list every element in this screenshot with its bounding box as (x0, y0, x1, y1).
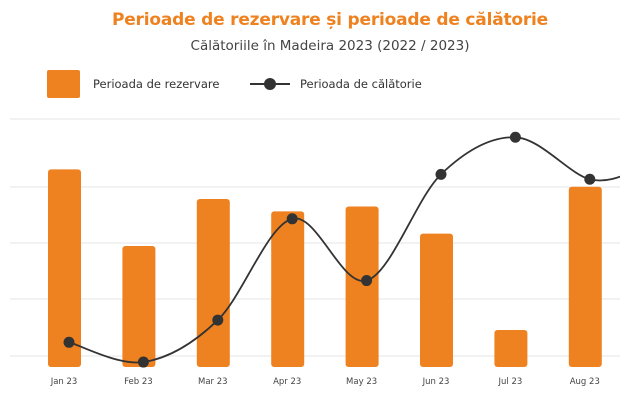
x-tick-label: Jan 23 (50, 377, 78, 387)
x-tick-label: Jun 23 (422, 377, 450, 387)
bar-mar-23 (196, 199, 230, 367)
bar-may-23 (345, 206, 379, 367)
line-point-jan-23 (63, 336, 75, 348)
line-point-jun-23 (435, 168, 447, 180)
legend-line-swatch (250, 78, 290, 90)
line-point-mar-23 (212, 314, 224, 326)
bar-apr-23 (271, 211, 305, 367)
x-tick-label: Feb 23 (124, 377, 153, 387)
chart-title: Perioade de rezervare și perioade de căl… (111, 10, 549, 30)
chart-subtitle: Călătoriile în Madeira 2023 (2022 / 2023… (190, 38, 470, 54)
line-point-apr-23 (286, 213, 298, 225)
x-tick-label: Mar 23 (198, 377, 228, 387)
line-point-jul-23 (509, 131, 521, 143)
legend-bar-label: Perioada de rezervare (93, 77, 220, 91)
bar-jan-23 (48, 169, 81, 367)
legend-bar-swatch (47, 70, 80, 98)
line-point-feb-23 (137, 356, 149, 368)
x-tick-label: Aug 23 (570, 377, 600, 387)
line-point-aug-23 (584, 173, 596, 185)
bar-feb-23 (122, 245, 156, 367)
x-tick-label: Jul 23 (498, 377, 523, 387)
x-tick-label: Apr 23 (273, 377, 301, 387)
x-tick-label: May 23 (346, 377, 377, 387)
line-point-may-23 (361, 275, 373, 287)
legend-line-label: Perioada de călătorie (300, 77, 422, 91)
bar-jul-23 (494, 329, 528, 367)
bar-aug-23 (568, 186, 602, 367)
bar-jun-23 (420, 233, 453, 367)
